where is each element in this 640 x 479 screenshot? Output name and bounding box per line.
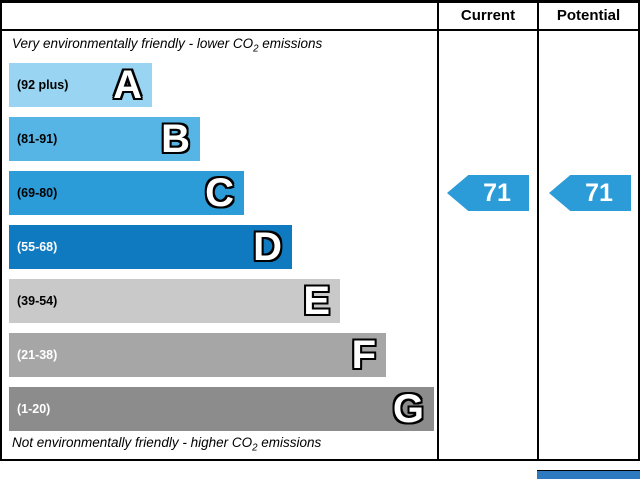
band-range-c: (69-80) — [17, 186, 58, 200]
band-letter-b: B — [161, 117, 190, 161]
band-row-e: (39-54) E — [9, 279, 340, 323]
bottom-note: Not environmentally friendly - higher CO… — [12, 435, 321, 454]
top-note-suffix: emissions — [258, 36, 323, 51]
potential-rating-value: 71 — [585, 178, 613, 207]
band-row-c: (69-80) C — [9, 171, 244, 215]
band-row-d: (55-68) D — [9, 225, 292, 269]
rating-bands: (92 plus) A (81-91) B (69-80) C (55-68) … — [9, 63, 437, 441]
bottom-note-text: Not environmentally friendly - higher CO — [12, 435, 253, 450]
band-range-g: (1-20) — [17, 402, 51, 416]
bottom-note-subscript: 2 — [252, 442, 258, 454]
potential-rating-arrow: 71 — [549, 175, 631, 211]
bottom-note-suffix: emissions — [257, 435, 322, 450]
band-row-b: (81-91) B — [9, 117, 200, 161]
band-letter-c: C — [205, 171, 234, 215]
band-letter-g: G — [392, 387, 424, 431]
band-letter-a: A — [113, 63, 142, 107]
band-range-b: (81-91) — [17, 132, 58, 146]
column-divider-potential — [537, 3, 539, 459]
band-letter-d: D — [253, 225, 282, 269]
current-rating-arrow: 71 — [447, 175, 529, 211]
band-row-f: (21-38) F — [9, 333, 386, 377]
top-note: Very environmentally friendly - lower CO… — [12, 36, 322, 55]
top-note-text: Very environmentally friendly - lower CO — [12, 36, 254, 51]
band-range-f: (21-38) — [17, 348, 58, 362]
rating-table-frame: Current Potential Very environmentally f… — [0, 0, 640, 461]
header-divider — [2, 29, 638, 31]
band-range-a: (92 plus) — [17, 78, 69, 92]
column-divider-current — [437, 3, 439, 459]
top-note-subscript: 2 — [253, 43, 259, 55]
current-column-header: Current — [460, 7, 516, 24]
footer-accent-strip — [537, 470, 640, 479]
band-row-g: (1-20) G — [9, 387, 434, 431]
band-range-d: (55-68) — [17, 240, 58, 254]
band-row-a: (92 plus) A — [9, 63, 152, 107]
band-range-e: (39-54) — [17, 294, 58, 308]
potential-column-header: Potential — [556, 7, 621, 24]
band-letter-e: E — [303, 279, 330, 323]
current-rating-value: 71 — [483, 178, 511, 207]
band-letter-f: F — [351, 333, 376, 377]
